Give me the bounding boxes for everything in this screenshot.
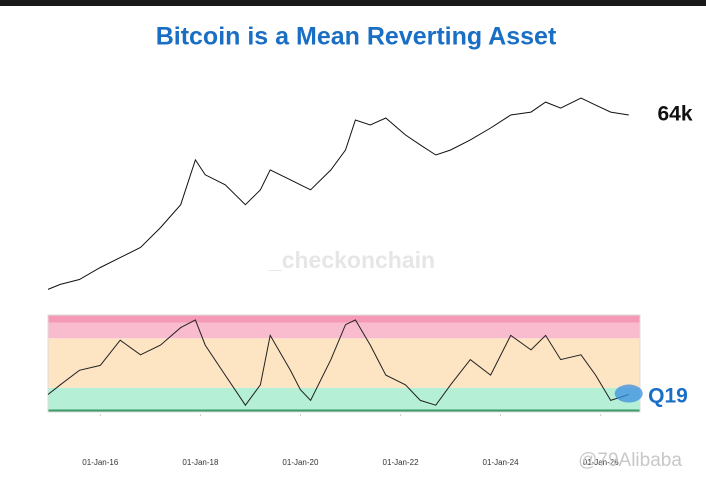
band (48, 322, 640, 339)
band (48, 315, 640, 323)
series-line (47, 97, 629, 290)
x-tick-label: 01-Jan-16 (82, 458, 119, 467)
x-tick-label: 01-Jan-26 (583, 458, 620, 467)
watermark: _checkonchain (268, 247, 435, 273)
x-tick-label: 01-Jan-22 (383, 458, 420, 467)
series-line (47, 319, 629, 407)
panel: 01-Jan-16 01-Jan-18 01-Jan-20 01-Jan-22 01-J… (47, 314, 643, 467)
chart-title: Bitcoin is a Mean Reverting Asset (156, 23, 557, 51)
x-tick-label: 01-Jan-24 (483, 458, 520, 467)
frame (47, 314, 641, 413)
top-bar (0, 0, 706, 6)
band (48, 338, 640, 388)
x-tick-label: 01-Jan-20 (282, 458, 319, 467)
x-tick-label: 01-Jan-18 (182, 458, 219, 467)
panel (47, 97, 629, 290)
highlight (614, 384, 643, 403)
watermark: @79Alibaba (578, 450, 682, 471)
end-label: Q19 (648, 385, 688, 408)
band (48, 387, 640, 412)
end-label: 64k (657, 103, 692, 126)
